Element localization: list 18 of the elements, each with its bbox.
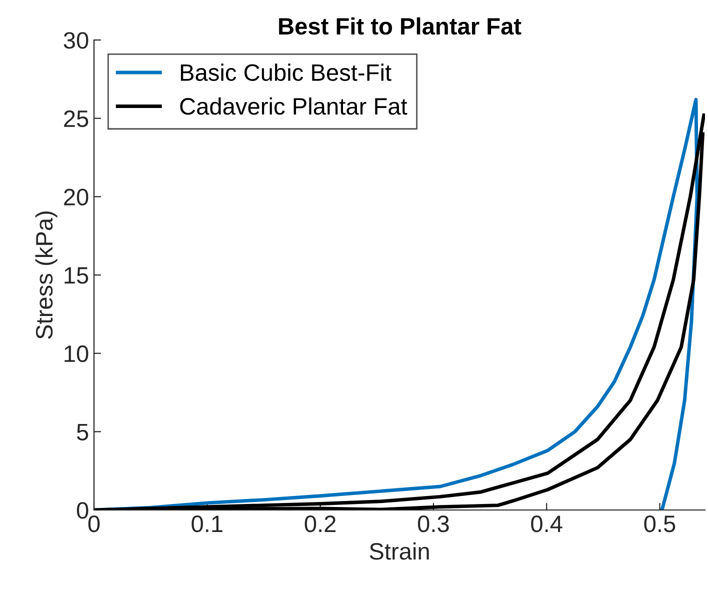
y-tick-label: 0: [76, 502, 88, 519]
y-axis-title: Stress (kPa): [35, 212, 58, 339]
chart-title: Best Fit to Plantar Fat: [279, 17, 522, 35]
x-tick-label: 0.3: [418, 515, 449, 532]
legend-label: Cadaveric Plantar Fat: [180, 97, 408, 115]
x-axis-title: Strain: [370, 542, 429, 560]
y-tick-label: 10: [64, 345, 88, 362]
x-tick-label: 0.1: [192, 515, 222, 532]
legend-label: Basic Cubic Best-Fit: [180, 64, 392, 81]
y-tick-label: 25: [64, 110, 88, 128]
x-tick-label: 0.2: [304, 515, 336, 532]
x-tick-label: 0.4: [531, 515, 562, 532]
y-tick-label: 5: [76, 424, 88, 440]
y-tick-label: 20: [64, 188, 88, 206]
x-tick-label: 0.5: [644, 515, 676, 532]
y-tick-label: 15: [64, 267, 88, 284]
y-tick-label: 30: [64, 32, 88, 49]
x-tick-label: 0: [88, 515, 100, 532]
